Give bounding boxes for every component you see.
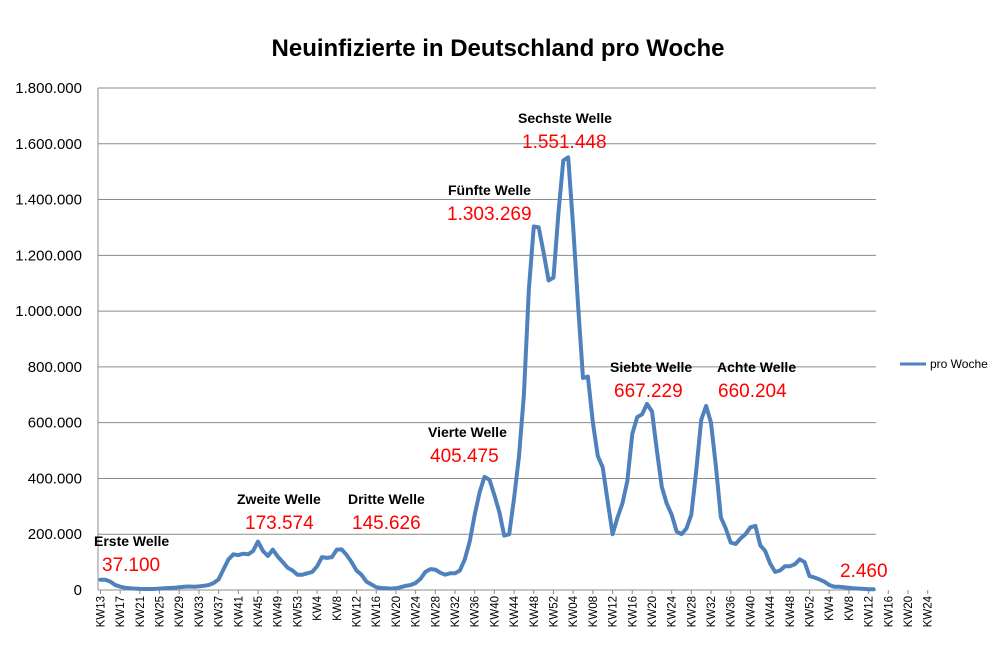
x-tick-label: KW12 (864, 596, 876, 627)
x-tick-label: KW40 (489, 596, 501, 627)
x-tick-label: KW53 (292, 596, 304, 627)
x-tick-label: KW4 (824, 595, 836, 621)
y-axis-ticks: 0 200.000 400.000 600.000 800.000 1.000.000 1.… (15, 80, 82, 599)
x-tick-label: KW8 (844, 596, 856, 621)
x-tick-label: KW52 (549, 596, 561, 627)
legend-label: pro Woche (930, 357, 988, 371)
wave-peak-value: 660.204 (718, 381, 787, 402)
x-tick-label: KW08 (588, 596, 600, 627)
wave-peak-value: 1.303.269 (447, 204, 532, 225)
x-tick-label: KW20 (391, 596, 403, 627)
series-line-pro-woche (98, 155, 876, 592)
x-tick-label: KW20 (903, 596, 915, 627)
chart-title: Neuinfizierte in Deutschland pro Woche (272, 35, 725, 62)
x-tick-label: KW25 (155, 596, 167, 627)
wave-label: Erste Welle (94, 533, 169, 549)
x-tick-label: KW48 (785, 596, 797, 627)
legend: pro Woche (900, 357, 988, 371)
x-tick-label: KW48 (529, 596, 541, 627)
wave-label: Siebte Welle (610, 359, 692, 375)
x-tick-label: KW45 (253, 596, 265, 627)
y-tick-label: 1.000.000 (15, 303, 82, 320)
x-tick-label: KW17 (115, 596, 127, 627)
wave-peak-value: 2.460 (840, 561, 888, 582)
wave-label: Dritte Welle (348, 491, 425, 507)
y-tick-label: 1.800.000 (15, 80, 82, 97)
wave-label: Sechste Welle (518, 110, 612, 126)
y-tick-label: 1.400.000 (15, 192, 82, 209)
wave-label: Achte Welle (717, 359, 796, 375)
wave-label: Fünfte Welle (448, 182, 531, 198)
x-tick-label: KW32 (706, 596, 718, 627)
y-tick-label: 1.200.000 (15, 247, 82, 264)
y-tick-label: 800.000 (28, 359, 82, 376)
x-axis-ticks: KW13 KW17 KW21 KW25 KW29 KW33 KW37 KW41 KW45 KW49… (96, 590, 935, 627)
wave-peak-value: 405.475 (430, 446, 499, 467)
x-tick-label: KW12 (608, 596, 620, 627)
y-tick-label: 0 (74, 582, 82, 599)
wave-peak-value: 173.574 (245, 513, 314, 534)
x-tick-label: KW33 (194, 596, 206, 627)
x-tick-label: KW44 (509, 595, 521, 627)
y-tick-label: 400.000 (28, 470, 82, 487)
wave-peak-value: 667.229 (614, 381, 683, 402)
x-tick-label: KW40 (745, 596, 757, 627)
x-tick-label: KW52 (805, 596, 817, 627)
x-tick-label: KW36 (470, 596, 482, 627)
x-tick-label: KW20 (647, 596, 659, 627)
x-tick-label: KW24 (667, 595, 679, 627)
x-tick-label: KW37 (214, 596, 226, 627)
y-tick-label: 200.000 (28, 526, 82, 543)
x-tick-label: KW16 (883, 596, 895, 627)
x-tick-label: KW32 (450, 596, 462, 627)
x-tick-label: KW49 (273, 596, 285, 627)
x-tick-label: KW28 (430, 596, 442, 627)
wave-peak-value: 1.551.448 (522, 132, 607, 153)
x-tick-label: KW36 (726, 596, 738, 627)
x-tick-label: KW16 (627, 596, 639, 627)
x-tick-label: KW41 (233, 596, 245, 627)
wave-peak-value: 145.626 (352, 513, 421, 534)
x-tick-label: KW13 (96, 596, 108, 627)
x-tick-label: KW8 (332, 596, 344, 621)
wave-annotations: Erste Welle 37.100 Zweite Welle 173.574 Drit… (94, 110, 888, 582)
x-tick-label: KW24 (923, 595, 935, 627)
y-tick-label: 1.600.000 (15, 136, 82, 153)
x-tick-label: KW28 (686, 596, 698, 627)
x-tick-label: KW16 (371, 596, 383, 627)
wave-peak-value: 37.100 (102, 555, 160, 576)
x-tick-label: KW12 (352, 596, 364, 627)
gridlines (97, 87, 876, 591)
wave-label: Vierte Welle (428, 424, 507, 440)
series-line-layer (98, 155, 876, 592)
x-tick-label: KW24 (411, 595, 423, 627)
x-tick-label: KW04 (568, 595, 580, 627)
x-tick-label: KW4 (312, 595, 324, 621)
y-tick-label: 600.000 (28, 415, 82, 432)
x-tick-label: KW29 (174, 596, 186, 627)
x-tick-label: KW44 (765, 595, 777, 627)
x-tick-label: KW21 (135, 596, 147, 627)
wave-label: Zweite Welle (237, 491, 321, 507)
